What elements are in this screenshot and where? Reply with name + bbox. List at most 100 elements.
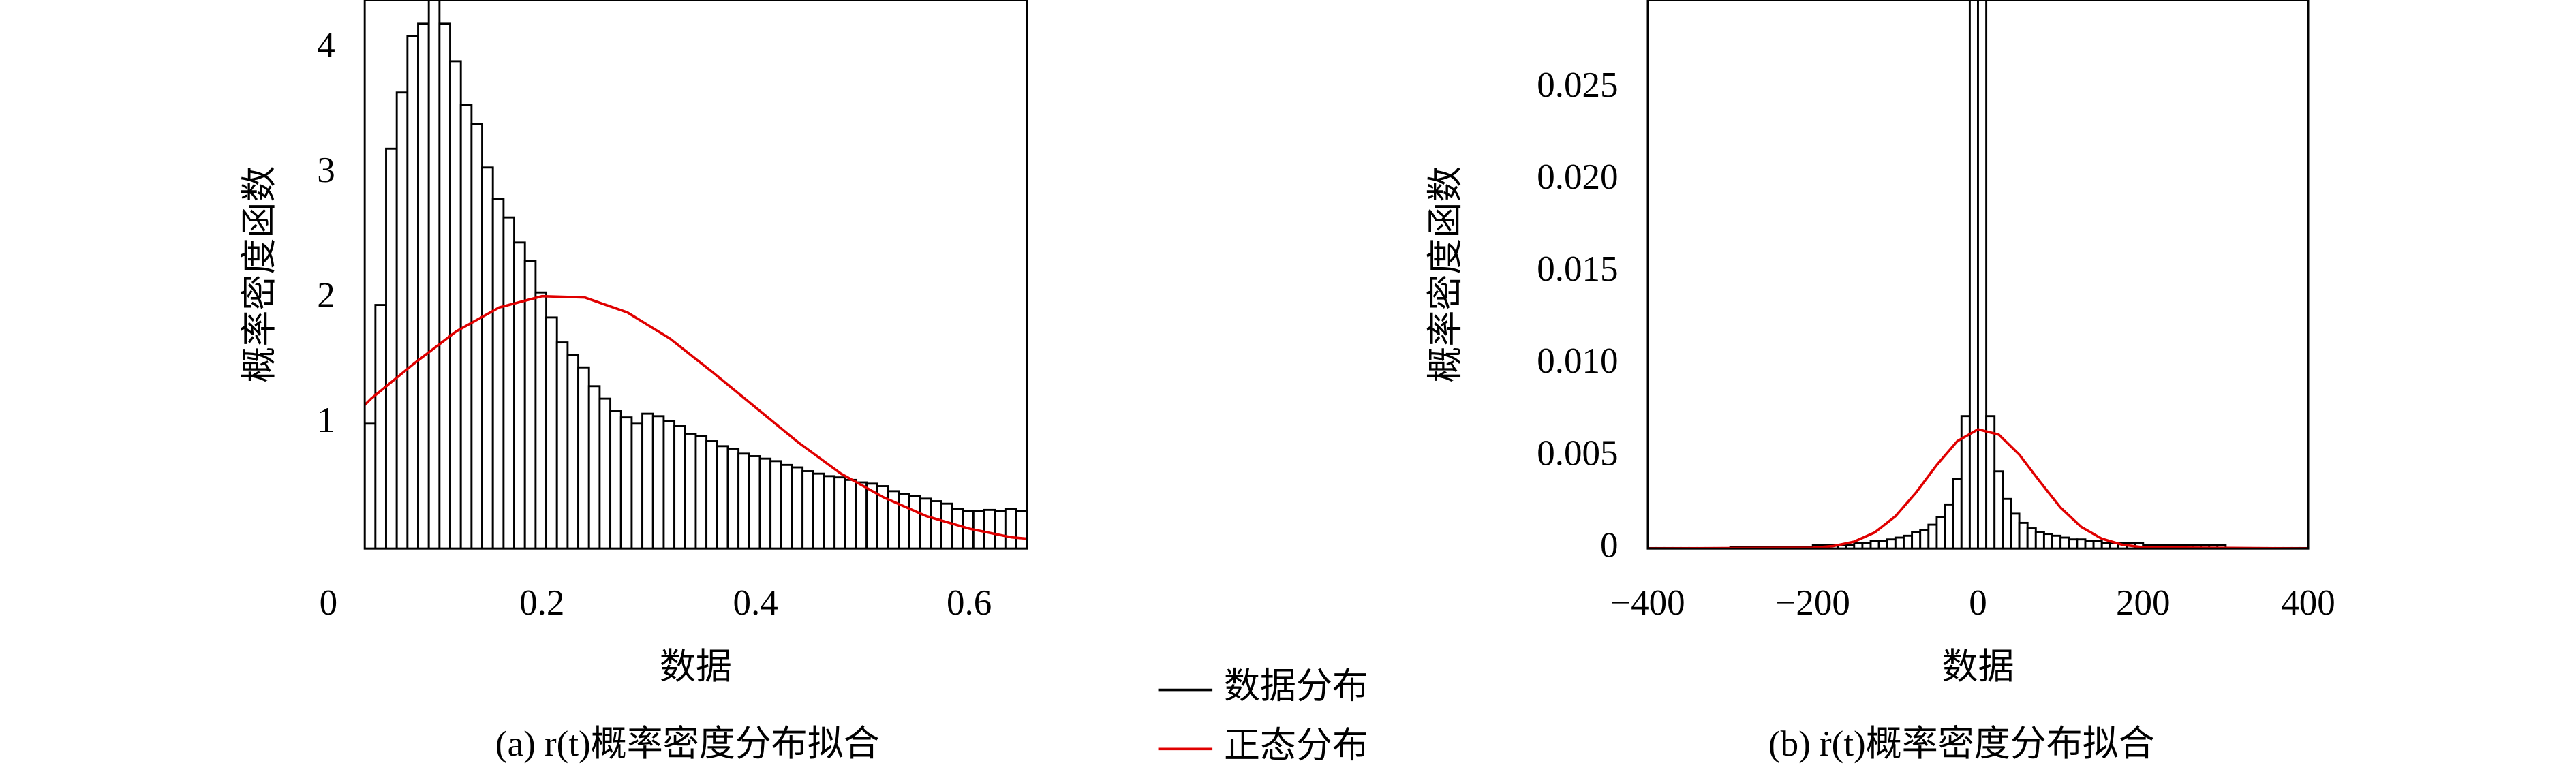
histogram-bar bbox=[2092, 540, 2103, 549]
histogram-bar bbox=[438, 22, 451, 549]
histogram-bar bbox=[2076, 538, 2087, 549]
histogram-bar bbox=[566, 354, 580, 549]
histogram-bar bbox=[365, 422, 377, 549]
histogram-bar bbox=[1911, 531, 1922, 549]
histogram-bar bbox=[641, 412, 654, 549]
histogram-bar bbox=[1968, 0, 1979, 549]
x-axis-label: 数据 bbox=[660, 647, 732, 687]
histogram-bar bbox=[587, 385, 601, 549]
histogram-bar bbox=[1985, 415, 1996, 549]
y-tick-label: 0.010 bbox=[1537, 341, 1618, 381]
histogram-bar bbox=[651, 415, 665, 549]
histogram-bar bbox=[534, 291, 548, 549]
histogram-bar bbox=[1004, 508, 1017, 549]
histogram-bar bbox=[726, 448, 740, 549]
histogram-bar bbox=[1903, 534, 1914, 549]
x-tick-label: 0 bbox=[1969, 583, 1987, 623]
x-tick-label: 400 bbox=[2281, 583, 2335, 623]
histogram-bar bbox=[2010, 512, 2021, 549]
y-tick-label: 0.020 bbox=[1537, 157, 1618, 197]
histogram-bar bbox=[555, 341, 569, 549]
histogram-bar bbox=[716, 445, 729, 549]
histogram-bar bbox=[694, 435, 708, 549]
y-axis-label: 概率密度函数 bbox=[240, 166, 279, 383]
histogram-bar bbox=[662, 420, 676, 549]
histogram-bar bbox=[1927, 523, 1938, 549]
histogram-bar bbox=[855, 481, 868, 549]
caption: (b) ṙ(t)概率密度分布拟合 bbox=[1768, 724, 2155, 764]
histogram-bar bbox=[502, 216, 515, 549]
histogram-bar bbox=[523, 260, 537, 549]
plot-frame bbox=[1646, 0, 2310, 550]
histogram-bar bbox=[705, 440, 718, 549]
histogram-bar bbox=[940, 502, 953, 549]
histogram-bar bbox=[919, 497, 932, 549]
histogram-bar bbox=[395, 91, 409, 549]
y-tick-label: 0.025 bbox=[1537, 65, 1618, 105]
histogram-bar bbox=[684, 433, 697, 549]
x-axis-label: 数据 bbox=[1942, 647, 2014, 687]
histogram-bar bbox=[2026, 527, 2037, 549]
x-tick-label: 0 bbox=[320, 583, 338, 623]
histogram-bar bbox=[1886, 538, 1897, 549]
histogram-bar bbox=[609, 410, 622, 549]
histogram-bar bbox=[769, 460, 782, 549]
histogram-bar bbox=[1935, 516, 1946, 549]
histogram-bar bbox=[898, 493, 910, 549]
legend-label: 数据分布 bbox=[1224, 667, 1368, 707]
histogram-bar bbox=[470, 123, 483, 549]
histogram-bar bbox=[780, 463, 793, 549]
histogram-bar bbox=[619, 416, 633, 549]
x-tick-label: 200 bbox=[2116, 583, 2171, 623]
histogram-bar bbox=[908, 495, 921, 549]
histogram-bar bbox=[833, 476, 846, 549]
histogram-bar bbox=[2042, 533, 2053, 549]
legend-label: 正态分布 bbox=[1224, 726, 1368, 766]
fit-curve bbox=[365, 294, 1027, 540]
histogram-bar bbox=[2084, 540, 2095, 549]
histogram-bar bbox=[427, 0, 441, 549]
histogram-bar bbox=[737, 452, 750, 549]
y-tick-label: 3 bbox=[317, 151, 335, 190]
plot-area bbox=[365, 0, 1027, 549]
plot-frame bbox=[363, 0, 1028, 550]
y-tick-label: 4 bbox=[317, 26, 335, 65]
histogram-bar bbox=[1919, 529, 1930, 549]
histogram-bar bbox=[2018, 521, 2029, 549]
histogram-bar bbox=[491, 198, 505, 549]
histogram-bar bbox=[758, 457, 772, 549]
histogram-bar bbox=[801, 470, 814, 549]
histogram-bar bbox=[577, 366, 590, 549]
histogram-bar bbox=[823, 475, 836, 549]
histogram-bar bbox=[630, 422, 644, 549]
histogram-bar bbox=[417, 22, 430, 549]
x-tick-label: −400 bbox=[1610, 583, 1685, 623]
histogram-bar bbox=[1877, 540, 1888, 549]
histogram-bar bbox=[406, 35, 419, 549]
y-tick-label: 0.015 bbox=[1537, 249, 1618, 289]
histogram-bar bbox=[1993, 470, 2004, 549]
histogram-bar bbox=[812, 472, 825, 549]
histogram-bar bbox=[481, 166, 494, 549]
caption: (a) r(t)概率密度分布拟合 bbox=[495, 724, 880, 764]
histogram-bar bbox=[748, 455, 761, 549]
histogram-bar bbox=[1977, 0, 1988, 549]
histogram-bar bbox=[951, 508, 964, 549]
histogram-bar bbox=[385, 147, 398, 549]
histogram-bar bbox=[513, 241, 526, 549]
histogram-bar bbox=[673, 425, 686, 549]
histogram-bar bbox=[2068, 538, 2079, 549]
histogram-bar bbox=[930, 500, 942, 549]
x-tick-label: 0.4 bbox=[733, 583, 778, 623]
x-tick-label: 0.6 bbox=[947, 583, 992, 623]
histogram-bar bbox=[844, 478, 857, 549]
histogram-bar bbox=[2002, 497, 2012, 549]
y-tick-label: 2 bbox=[317, 276, 335, 315]
fit-curve bbox=[1647, 428, 2309, 549]
histogram-bar bbox=[598, 397, 612, 549]
histogram-bar bbox=[2034, 531, 2045, 549]
histogram-bar bbox=[983, 508, 996, 549]
histogram-bar bbox=[1944, 503, 1954, 549]
y-tick-label: 1 bbox=[317, 401, 335, 440]
